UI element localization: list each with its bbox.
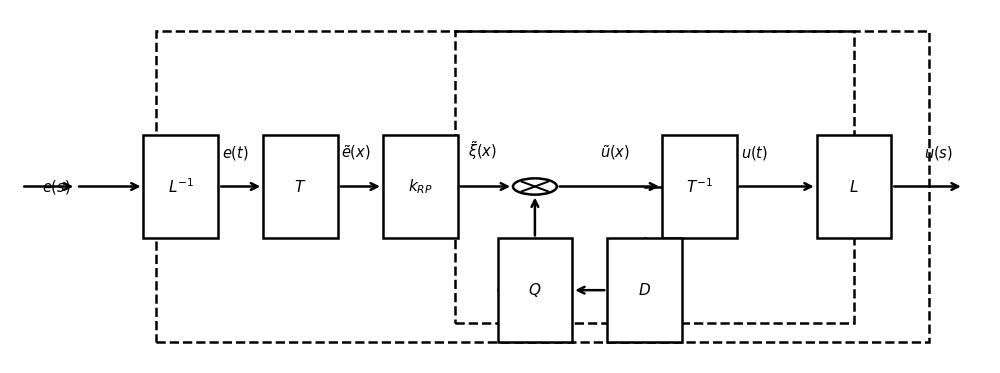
Text: $L^{-1}$: $L^{-1}$: [168, 177, 194, 196]
Bar: [143, 135, 218, 238]
Text: $u(s)$: $u(s)$: [924, 144, 953, 162]
Bar: [383, 135, 458, 238]
Text: $L$: $L$: [849, 179, 859, 194]
Bar: [498, 238, 572, 342]
Text: $T$: $T$: [294, 179, 307, 194]
Circle shape: [513, 178, 557, 195]
Text: $Q$: $Q$: [528, 281, 542, 299]
Text: $u(t)$: $u(t)$: [741, 144, 768, 162]
Text: $\tilde{u}(x)$: $\tilde{u}(x)$: [600, 144, 630, 162]
Text: $e(s)$: $e(s)$: [42, 178, 71, 195]
Bar: [455, 31, 854, 323]
Text: $T^{-1}$: $T^{-1}$: [686, 177, 713, 196]
Bar: [817, 135, 891, 238]
Text: $e(t)$: $e(t)$: [222, 144, 249, 162]
Bar: [607, 238, 682, 342]
Bar: [662, 135, 737, 238]
Bar: [263, 135, 338, 238]
Text: $\tilde{\xi}(x)$: $\tilde{\xi}(x)$: [468, 140, 497, 162]
Text: $D$: $D$: [638, 282, 651, 298]
Text: $k_{RP}$: $k_{RP}$: [408, 177, 433, 196]
Bar: [156, 31, 929, 342]
Text: $\tilde{e}(x)$: $\tilde{e}(x)$: [341, 144, 370, 162]
